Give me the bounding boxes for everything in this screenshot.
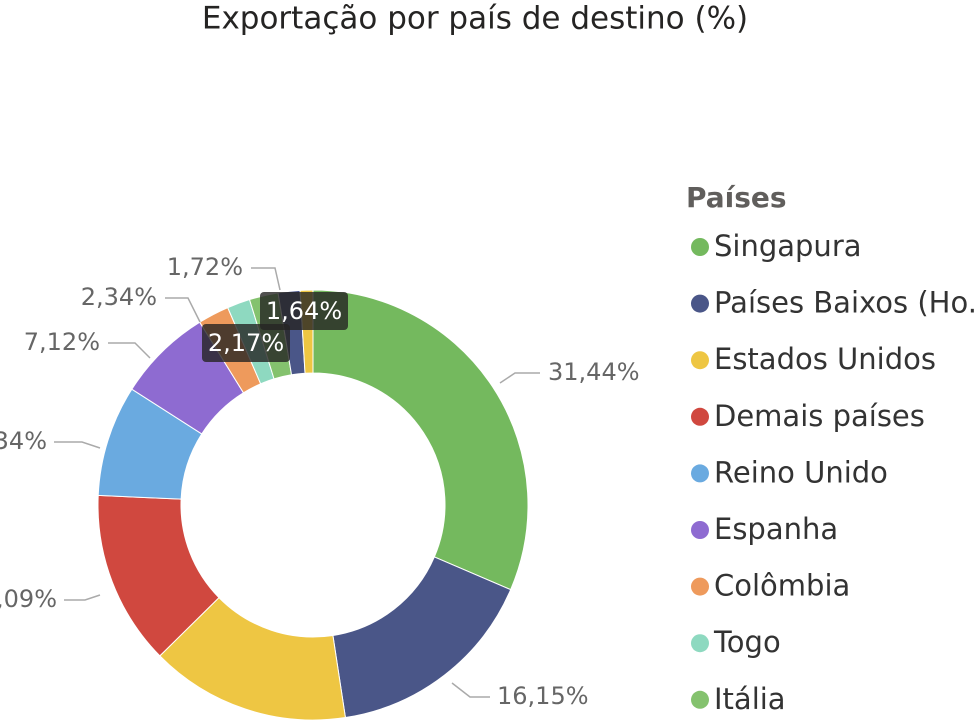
legend-label: Colômbia bbox=[714, 569, 850, 603]
legend-label: Itália bbox=[714, 682, 786, 716]
leader-line bbox=[451, 682, 490, 698]
data-label: 13,09% bbox=[0, 585, 57, 613]
leader-line bbox=[108, 342, 151, 359]
donut-slice bbox=[332, 556, 512, 719]
label-box bbox=[202, 324, 290, 362]
data-label: 16,15% bbox=[497, 682, 589, 710]
data-label: 1,72% bbox=[167, 253, 243, 281]
legend-swatch bbox=[691, 521, 709, 539]
donut-slice bbox=[312, 289, 529, 591]
legend-label: Togo bbox=[713, 625, 781, 659]
legend-swatch bbox=[691, 634, 709, 653]
data-label: 7,12% bbox=[24, 328, 100, 356]
legend-label: Países Baixos (Ho... bbox=[714, 286, 975, 320]
legend-swatch bbox=[691, 577, 709, 596]
legend-label: Espanha bbox=[714, 512, 838, 546]
legend-label: Estados Unidos bbox=[714, 342, 936, 376]
legend-label: Reino Unido bbox=[714, 455, 888, 489]
leader-line bbox=[499, 372, 540, 384]
legend-swatch bbox=[691, 464, 709, 483]
legend-swatch bbox=[691, 238, 709, 256]
data-label: 2,34% bbox=[81, 283, 157, 311]
leader-line bbox=[64, 594, 101, 601]
data-label: 1,64% bbox=[266, 297, 342, 325]
chart-title: Exportação por país de destino (%) bbox=[202, 1, 748, 37]
legend-label: Singapura bbox=[714, 229, 862, 263]
legend-swatch bbox=[691, 351, 709, 370]
leader-line bbox=[251, 267, 281, 291]
legend-label: Demais países bbox=[714, 399, 925, 433]
data-label: 8,34% bbox=[0, 427, 47, 455]
legend-swatch bbox=[691, 294, 709, 313]
data-label: 2,17% bbox=[208, 329, 284, 357]
legend-swatch bbox=[691, 690, 709, 709]
data-label: 31,44% bbox=[548, 358, 640, 386]
legend-title: Países bbox=[686, 181, 787, 214]
leader-line bbox=[165, 297, 201, 323]
label-box bbox=[260, 292, 348, 330]
legend-swatch bbox=[691, 407, 709, 426]
leader-line bbox=[54, 441, 101, 449]
